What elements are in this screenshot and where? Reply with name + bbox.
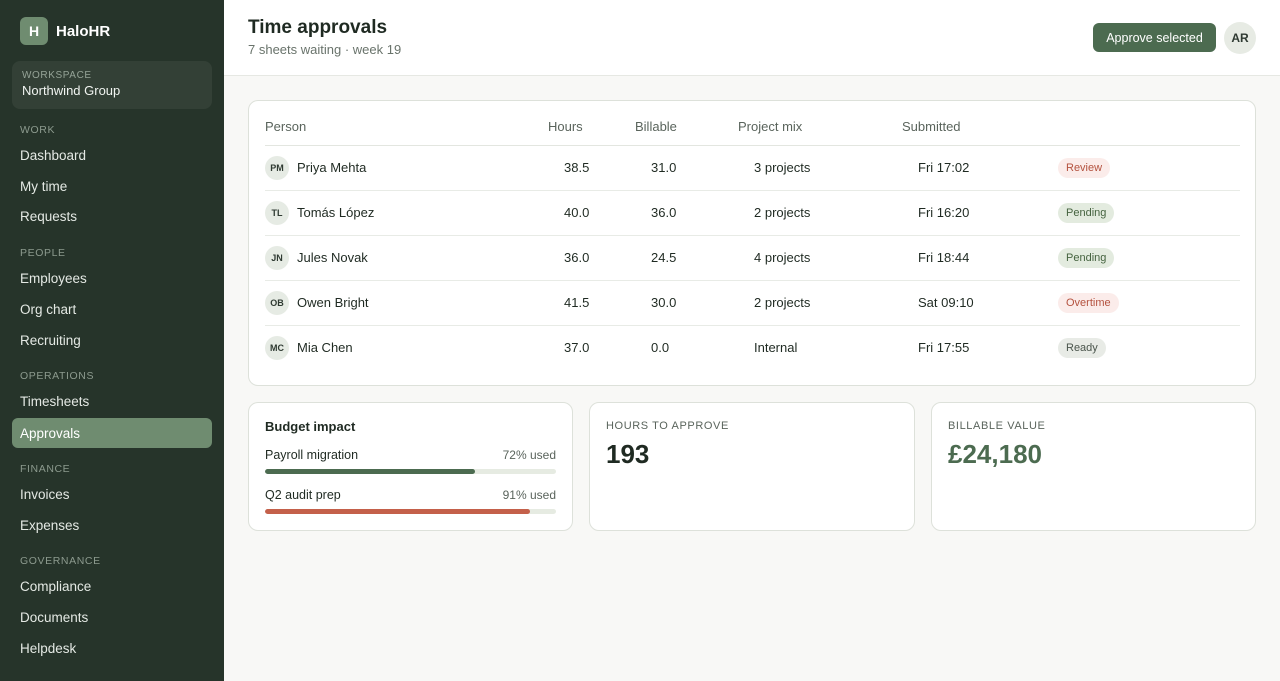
- approvals-table: Person Hours Billable Project mix Submit…: [248, 100, 1256, 386]
- workspace-name: Northwind Group: [22, 83, 121, 98]
- sidebar-item-org-chart[interactable]: Org chart: [20, 301, 77, 317]
- page-header: Time approvals 7 sheets waiting · week 1…: [224, 0, 1280, 76]
- person-name: Tomás López: [297, 205, 375, 220]
- sidebar-item-expenses[interactable]: Expenses: [20, 517, 80, 533]
- table-row[interactable]: JN Jules Novak 36.0 24.5 4 projects Fri 18:44…: [265, 236, 1240, 281]
- app-name: HaloHR: [56, 22, 111, 40]
- budget-item-label: Q2 audit prep: [265, 488, 341, 502]
- sidebar-item-approvals[interactable]: Approvals: [12, 418, 212, 448]
- budget-title: Budget impact: [265, 419, 356, 434]
- table-row[interactable]: TL Tomás López 40.0 36.0 2 projects Fri 16:20…: [265, 191, 1240, 236]
- page-title: Time approvals: [248, 17, 388, 38]
- table-row[interactable]: MC Mia Chen 37.0 0.0 Internal Fri 17:55 Ready: [265, 326, 1240, 371]
- nav-section-governance: GOVERNANCE: [20, 555, 101, 567]
- user-avatar[interactable]: AR: [1224, 22, 1256, 54]
- approve-selected-button[interactable]: Approve selected: [1093, 23, 1216, 52]
- person-avatar: JN: [265, 246, 289, 270]
- column-header-person[interactable]: Person: [265, 119, 307, 134]
- sidebar-item-my-time[interactable]: My time: [20, 178, 68, 194]
- billable-cell: 30.0: [651, 295, 677, 310]
- status-badge: Overtime: [1058, 293, 1119, 313]
- hours-cell: 38.5: [564, 160, 590, 175]
- sidebar-item-timesheets[interactable]: Timesheets: [20, 393, 90, 409]
- row-divider: [265, 190, 1240, 191]
- column-header-submitted[interactable]: Submitted: [902, 119, 961, 134]
- sidebar-item-compliance[interactable]: Compliance: [20, 578, 92, 594]
- stat-value: 193: [606, 439, 650, 469]
- billable-cell: 0.0: [651, 340, 670, 355]
- stat-label: HOURS TO APPROVE: [606, 420, 729, 432]
- budget-progress-fill: [265, 509, 530, 514]
- submitted-cell: Fri 17:02: [918, 160, 970, 175]
- person-name: Jules Novak: [297, 250, 368, 265]
- hours-cell: 40.0: [564, 205, 590, 220]
- sidebar-item-dashboard[interactable]: Dashboard: [20, 147, 87, 163]
- budget-item-label: Payroll migration: [265, 448, 359, 462]
- person-avatar: MC: [265, 336, 289, 360]
- billable-value-card: BILLABLE VALUE £24,180: [931, 402, 1256, 531]
- column-header-hours[interactable]: Hours: [548, 119, 583, 134]
- halohr-logo-icon: H: [20, 17, 48, 45]
- hours-cell: 37.0: [564, 340, 590, 355]
- person-avatar: PM: [265, 156, 289, 180]
- budget-progress-fill: [265, 469, 475, 474]
- header-divider: [265, 145, 1240, 146]
- brand[interactable]: H HaloHR: [20, 17, 110, 45]
- table-row[interactable]: PM Priya Mehta 38.5 31.0 3 projects Fri 17:02…: [265, 146, 1240, 191]
- nav-section-people: PEOPLE: [20, 247, 66, 259]
- table-row[interactable]: OB Owen Bright 41.5 30.0 2 projects Sat 09:10…: [265, 281, 1240, 326]
- billable-cell: 36.0: [651, 205, 677, 220]
- person-avatar: TL: [265, 201, 289, 225]
- person-name: Owen Bright: [297, 295, 369, 310]
- sidebar-item-employees[interactable]: Employees: [20, 270, 87, 286]
- person-avatar: OB: [265, 291, 289, 315]
- submitted-cell: Fri 18:44: [918, 250, 970, 265]
- nav-section-finance: FINANCE: [20, 463, 71, 475]
- nav-section-operations: OPERATIONS: [20, 370, 95, 382]
- stat-value: £24,180: [948, 439, 1042, 469]
- budget-progress-track: [265, 469, 556, 474]
- person-name: Priya Mehta: [297, 160, 367, 175]
- person-name: Mia Chen: [297, 340, 353, 355]
- submitted-cell: Fri 17:55: [918, 340, 970, 355]
- page-subtitle: 7 sheets waiting · week 19: [248, 42, 402, 57]
- project-mix-cell: 3 projects: [754, 160, 811, 175]
- project-mix-cell: 2 projects: [754, 205, 811, 220]
- status-badge: Ready: [1058, 338, 1106, 358]
- submitted-cell: Fri 16:20: [918, 205, 970, 220]
- column-header-project-mix[interactable]: Project mix: [738, 119, 803, 134]
- hours-cell: 41.5: [564, 295, 590, 310]
- sidebar-item-documents[interactable]: Documents: [20, 609, 89, 625]
- workspace-label: WORKSPACE: [22, 70, 92, 81]
- project-mix-cell: 2 projects: [754, 295, 811, 310]
- budget-impact-card: Budget impact Payroll migration 72% used…: [248, 402, 573, 531]
- budget-progress-track: [265, 509, 556, 514]
- sidebar-item-recruiting[interactable]: Recruiting: [20, 332, 81, 348]
- project-mix-cell: Internal: [754, 340, 798, 355]
- budget-item-value: 72% used: [502, 448, 556, 462]
- submitted-cell: Sat 09:10: [918, 295, 974, 310]
- nav-section-work: WORK: [20, 124, 56, 136]
- status-badge: Review: [1058, 158, 1111, 178]
- sidebar: H HaloHR WORKSPACE Northwind Group WORK …: [0, 0, 224, 681]
- row-divider: [265, 235, 1240, 236]
- row-divider: [265, 325, 1240, 326]
- sidebar-item-invoices[interactable]: Invoices: [20, 486, 70, 502]
- project-mix-cell: 4 projects: [754, 250, 811, 265]
- billable-cell: 31.0: [651, 160, 677, 175]
- sidebar-item-requests[interactable]: Requests: [20, 208, 78, 224]
- status-badge: Pending: [1058, 203, 1115, 223]
- stat-label: BILLABLE VALUE: [948, 420, 1046, 432]
- budget-item-value: 91% used: [502, 488, 556, 502]
- hours-cell: 36.0: [564, 250, 590, 265]
- billable-cell: 24.5: [651, 250, 677, 265]
- sidebar-item-helpdesk[interactable]: Helpdesk: [20, 640, 77, 656]
- hours-to-approve-card: HOURS TO APPROVE 193: [589, 402, 915, 531]
- row-divider: [265, 280, 1240, 281]
- workspace-switcher[interactable]: WORKSPACE Northwind Group: [12, 61, 212, 109]
- status-badge: Pending: [1058, 248, 1115, 268]
- column-header-billable[interactable]: Billable: [635, 119, 677, 134]
